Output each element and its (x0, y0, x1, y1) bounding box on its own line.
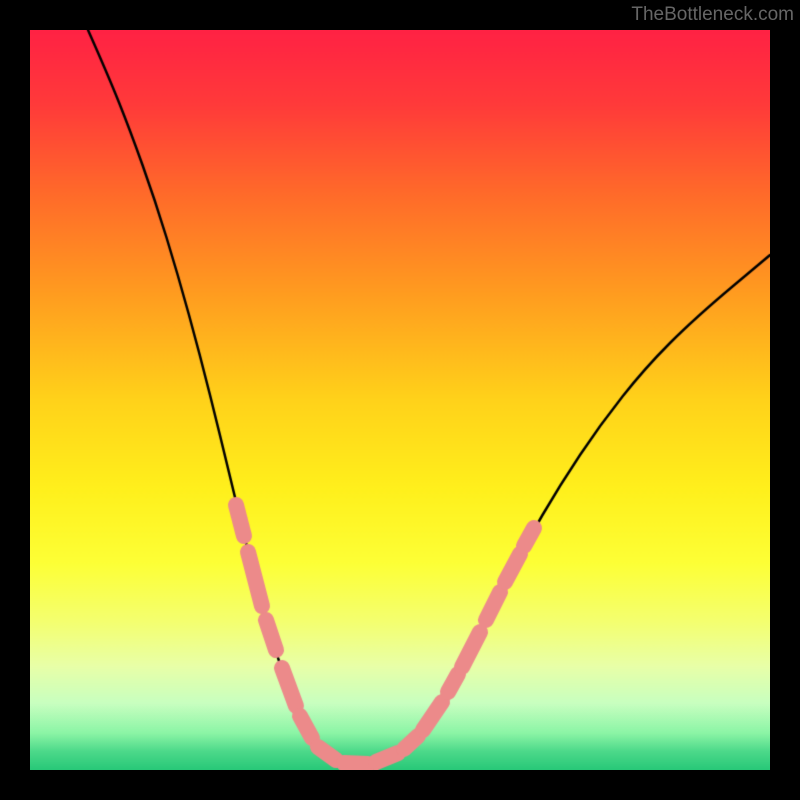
curve-canvas (30, 30, 770, 770)
plot-area (30, 30, 770, 770)
watermark-text: TheBottleneck.com (631, 4, 794, 26)
